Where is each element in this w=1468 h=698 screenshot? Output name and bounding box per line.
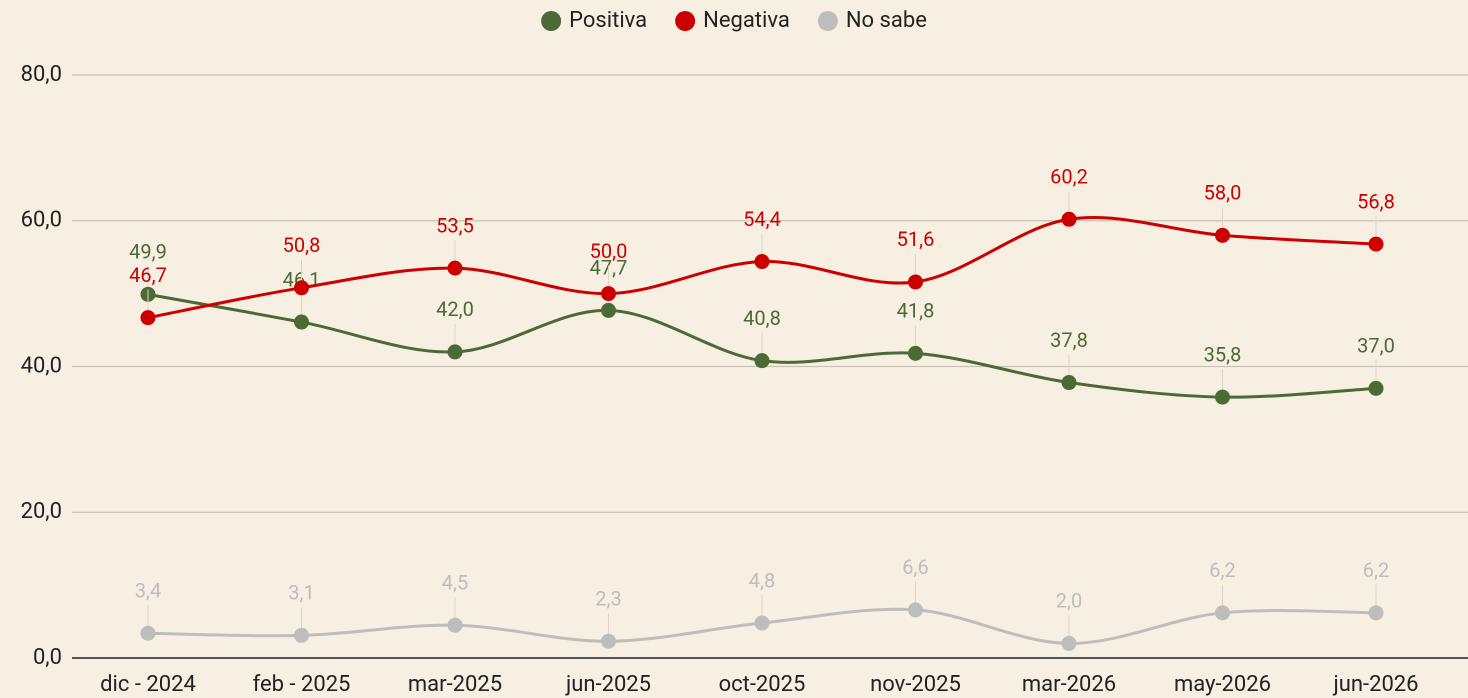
legend-label: No sabe xyxy=(846,8,927,33)
data-point xyxy=(1061,635,1077,651)
x-tick-label: jun-2026 xyxy=(1332,672,1418,697)
data-label: 37,0 xyxy=(1357,334,1395,358)
data-label: 42,0 xyxy=(436,297,474,321)
data-point xyxy=(1368,605,1384,621)
y-tick-label: 60,0 xyxy=(21,208,62,233)
legend-marker xyxy=(675,11,696,31)
data-label: 58,0 xyxy=(1204,181,1242,205)
legend-label: Positiva xyxy=(569,8,647,33)
data-label: 49,9 xyxy=(129,240,167,264)
data-point xyxy=(601,633,616,649)
data-label: 54,4 xyxy=(743,207,781,231)
data-point xyxy=(1215,227,1230,243)
data-label: 6,6 xyxy=(902,555,928,579)
data-label: 40,8 xyxy=(743,306,781,330)
data-point xyxy=(294,627,309,643)
data-point xyxy=(447,260,463,276)
y-tick-label: 80,0 xyxy=(21,62,62,87)
data-label: 60,2 xyxy=(1050,165,1088,189)
data-label: 56,8 xyxy=(1357,189,1395,213)
data-label: 3,4 xyxy=(135,579,161,603)
data-label: 37,8 xyxy=(1050,328,1088,352)
data-label: 4,8 xyxy=(749,568,775,592)
data-point xyxy=(754,615,770,631)
data-point xyxy=(1368,236,1384,252)
legend: Positiva Negativa No sabe xyxy=(541,8,927,33)
y-tick-label: 40,0 xyxy=(21,353,62,378)
data-point xyxy=(447,344,463,360)
data-label: 50,8 xyxy=(283,233,321,257)
data-point xyxy=(908,345,923,361)
data-point xyxy=(140,625,156,641)
x-tick-label: dic - 2024 xyxy=(100,672,196,697)
data-label: 6,2 xyxy=(1363,558,1389,582)
data-label: 3,1 xyxy=(288,581,314,605)
data-label: 6,2 xyxy=(1209,558,1235,582)
data-point xyxy=(1368,380,1384,396)
data-label: 46,7 xyxy=(129,263,167,287)
data-point xyxy=(601,286,616,302)
data-point xyxy=(1215,389,1230,405)
data-point xyxy=(754,254,770,270)
data-point xyxy=(1215,605,1230,621)
x-tick-label: oct-2025 xyxy=(719,672,806,697)
x-tick-label: mar-2026 xyxy=(1022,672,1116,697)
data-point xyxy=(447,617,463,633)
x-tick-label: jun-2025 xyxy=(565,672,651,697)
legend-marker xyxy=(541,11,562,31)
x-tick-label: feb - 2025 xyxy=(253,672,351,697)
data-point xyxy=(908,602,923,618)
data-label: 41,8 xyxy=(897,299,935,323)
data-point xyxy=(294,280,309,296)
data-label: 50,0 xyxy=(590,239,628,263)
x-tick-label: nov-2025 xyxy=(870,672,961,697)
legend-label: Negativa xyxy=(703,8,790,33)
data-label: 51,6 xyxy=(897,227,935,251)
data-point xyxy=(140,310,156,326)
data-label: 2,0 xyxy=(1056,589,1082,613)
data-label: 2,3 xyxy=(595,587,621,611)
data-point xyxy=(1061,211,1077,227)
data-label: 4,5 xyxy=(442,570,468,594)
x-tick-label: mar-2025 xyxy=(408,672,502,697)
x-tick-label: may-2026 xyxy=(1174,672,1271,697)
data-point xyxy=(908,274,923,290)
data-point xyxy=(294,314,309,330)
y-tick-label: 20,0 xyxy=(21,499,62,524)
data-point xyxy=(601,302,616,318)
y-tick-label: 0,0 xyxy=(33,645,62,670)
data-label: 35,8 xyxy=(1204,342,1242,366)
legend-marker xyxy=(817,11,838,31)
data-point xyxy=(1061,375,1077,391)
data-label: 53,5 xyxy=(436,213,474,237)
data-point xyxy=(754,353,770,369)
